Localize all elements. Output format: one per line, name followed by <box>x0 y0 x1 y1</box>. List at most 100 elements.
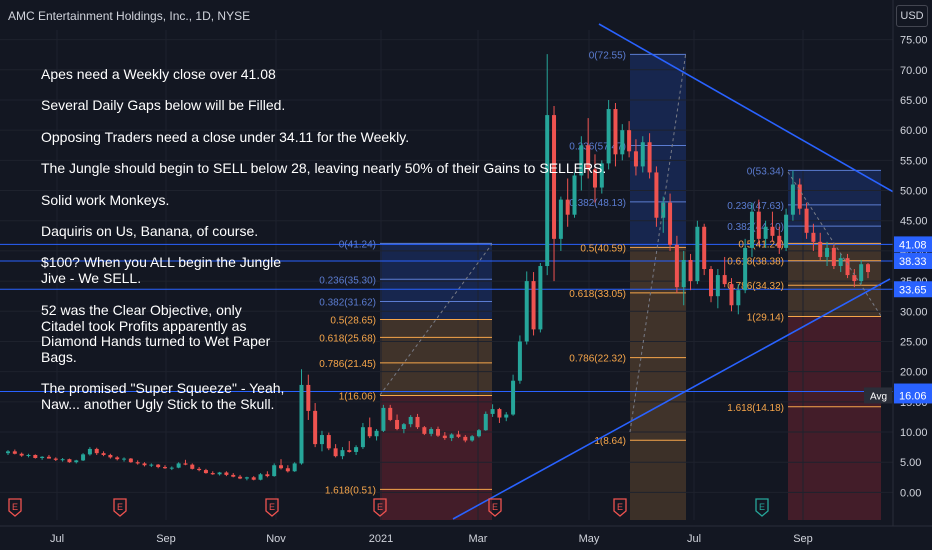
candle-body <box>115 457 120 460</box>
earnings-marker-icon <box>613 498 627 517</box>
chart-title: AMC Entertainment Holdings, Inc., 1D, NY… <box>8 9 251 23</box>
time-tick-label: Jul <box>687 533 701 545</box>
candle-body <box>169 467 174 469</box>
candle-body <box>326 435 331 449</box>
candle-body <box>381 407 386 431</box>
candle-body <box>722 275 727 285</box>
candle-body <box>347 450 352 452</box>
annotation-text: Solid work Monkeys. <box>41 192 170 208</box>
candle-body <box>490 409 495 414</box>
candle-body <box>388 407 393 420</box>
candle-body <box>67 459 72 463</box>
earnings-marker-letter: E <box>377 502 383 512</box>
candle-body <box>743 247 748 291</box>
candle-body <box>367 427 372 437</box>
candle-body <box>217 472 222 475</box>
candle-body <box>101 453 106 455</box>
fib-level-label: 0.382(44.10) <box>727 222 784 233</box>
fib-zone <box>788 406 881 520</box>
fib-zone <box>630 292 686 358</box>
price-axis: 75.0070.0065.0060.0055.0050.0045.0040.00… <box>864 0 932 550</box>
candle-body <box>811 232 816 242</box>
candle-body <box>552 115 557 239</box>
fib-zone <box>630 440 686 520</box>
candle-body <box>770 226 775 236</box>
price-label-text: 41.08 <box>899 239 927 251</box>
candle-body <box>531 281 536 330</box>
candle-body <box>135 462 140 464</box>
price-tick-label: 25.00 <box>900 336 928 348</box>
price-tick-label: 10.00 <box>900 427 928 439</box>
candle-body <box>852 275 857 282</box>
candle-body <box>319 435 324 445</box>
candle-body <box>599 163 604 188</box>
candle-body <box>449 434 454 439</box>
fib-shading <box>380 54 881 520</box>
price-tick-label: 50.00 <box>900 186 928 198</box>
candle-body <box>558 199 563 239</box>
fib-zone <box>380 489 492 520</box>
candle-body <box>456 434 461 437</box>
candle-body <box>19 453 24 456</box>
candle-body <box>429 429 434 434</box>
candle-body <box>238 476 243 479</box>
price-tick-label: 65.00 <box>900 95 928 107</box>
candle-body <box>156 464 161 468</box>
trendlines <box>379 23 932 520</box>
candle-body <box>360 427 365 448</box>
currency-button[interactable]: USD <box>896 5 928 27</box>
annotation-text: Apes need a Weekly close over 41.08 <box>41 66 276 82</box>
candle-body <box>818 241 823 257</box>
fib-level-label: 0.5(28.65) <box>330 315 376 326</box>
candle-body <box>81 454 86 461</box>
time-tick-label: 2021 <box>369 533 393 545</box>
candle-body <box>40 456 45 458</box>
candle-body <box>627 130 632 152</box>
fib-level-label: 0.5(41.24) <box>738 239 784 250</box>
fib-zone <box>380 395 492 490</box>
avg-badge <box>864 387 892 404</box>
candle-body <box>306 384 311 411</box>
candle-body <box>142 463 147 466</box>
candle-body <box>203 470 208 474</box>
candle-body <box>709 269 714 297</box>
price-tick-label: 20.00 <box>900 367 928 379</box>
annotation-text: Several Daily Gaps below will be Filled. <box>41 97 286 113</box>
time-axis: Jul Sep Nov 2021 Mar May Jul Sep <box>0 525 932 550</box>
annotation-text: Opposing Traders need a close under 34.1… <box>41 129 410 145</box>
candle-body <box>231 474 236 477</box>
fib-level-label: 1.618(14.18) <box>727 403 784 414</box>
candle-body <box>395 419 400 430</box>
candle-body <box>804 208 809 233</box>
time-tick-label: May <box>579 533 600 545</box>
candle-body <box>579 145 584 176</box>
candle-body <box>633 151 638 167</box>
candle-body <box>592 169 597 188</box>
fib-level-label: 1(29.14) <box>747 312 784 323</box>
fib-zone <box>380 279 492 302</box>
candle-body <box>279 465 284 469</box>
candle-body <box>401 424 406 430</box>
candle-body <box>483 413 488 431</box>
candle-body <box>756 211 761 239</box>
candle-body <box>511 380 516 415</box>
candle-body <box>333 448 338 457</box>
earnings-marker-letter: E <box>269 502 275 512</box>
candle-body <box>797 184 802 209</box>
price-label-badge <box>894 387 932 404</box>
fib-zone <box>788 170 881 205</box>
fib-zone <box>380 362 492 396</box>
candle-body <box>354 447 359 452</box>
candle-body <box>790 184 795 215</box>
candle-body <box>53 458 58 460</box>
candle-body <box>763 226 768 239</box>
candle-body <box>210 473 215 475</box>
fib-level-label: 1(16.06) <box>339 391 376 402</box>
lower-trendline <box>452 278 891 520</box>
fib-level-label: 1(8.64) <box>594 436 626 447</box>
candle-body <box>12 451 17 454</box>
candle-body <box>299 384 304 464</box>
candle-body <box>572 175 577 215</box>
